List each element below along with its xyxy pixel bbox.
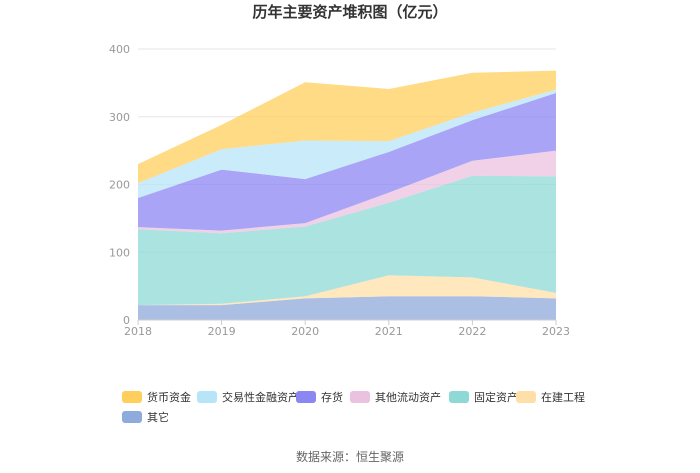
legend-swatch (122, 391, 142, 403)
legend-item[interactable]: 货币资金 (122, 390, 191, 404)
legend-item[interactable]: 交易性金融资产 (197, 390, 299, 404)
area-series-存货 (138, 93, 556, 231)
y-tick-label: 0 (123, 314, 130, 327)
x-tick-label: 2023 (542, 325, 570, 338)
x-tick-label: 2018 (124, 325, 152, 338)
legend-item[interactable]: 固定资产 (449, 390, 518, 404)
x-tick-label: 2022 (458, 325, 486, 338)
legend-swatch (449, 391, 469, 403)
legend-swatch (350, 391, 370, 403)
legend-label: 在建工程 (541, 390, 585, 404)
legend-item[interactable]: 其它 (122, 410, 169, 424)
legend-swatch (122, 411, 142, 423)
legend-label: 存货 (321, 390, 343, 404)
axes: 0 100 200 300 400 2018 2019 2020 2021 2022 2023 (109, 43, 570, 338)
y-tick-label: 400 (109, 43, 130, 56)
y-tick-label: 200 (109, 179, 130, 192)
legend-item[interactable]: 存货 (296, 390, 343, 404)
area-series-货币资金 (138, 70, 556, 184)
legend-swatch (197, 391, 217, 403)
legend-label: 交易性金融资产 (222, 390, 299, 404)
area-series-在建工程 (138, 275, 556, 306)
x-tick-label: 2019 (208, 325, 236, 338)
x-tick-label: 2020 (291, 325, 319, 338)
area-series-其它 (138, 296, 556, 320)
y-tick-label: 300 (109, 111, 130, 124)
legend-label: 固定资产 (474, 390, 518, 404)
y-tick-label: 100 (109, 246, 130, 259)
legend-label: 其它 (147, 410, 169, 424)
legend-swatch (516, 391, 536, 403)
area-series-固定资产 (138, 175, 556, 306)
chart-title: 历年主要资产堆积图（亿元） (252, 3, 447, 21)
legend-swatch (296, 391, 316, 403)
source-note: 数据来源：恒生聚源 (296, 449, 404, 464)
area-series-其他流动资产 (138, 150, 556, 234)
legend-label: 货币资金 (147, 390, 191, 404)
area-series (138, 70, 556, 320)
legend-label: 其他流动资产 (375, 390, 441, 404)
x-tick-label: 2021 (375, 325, 403, 338)
legend-item[interactable]: 其他流动资产 (350, 390, 441, 404)
legend-item[interactable]: 在建工程 (516, 390, 585, 404)
area-series-交易性金融资产 (138, 89, 556, 199)
